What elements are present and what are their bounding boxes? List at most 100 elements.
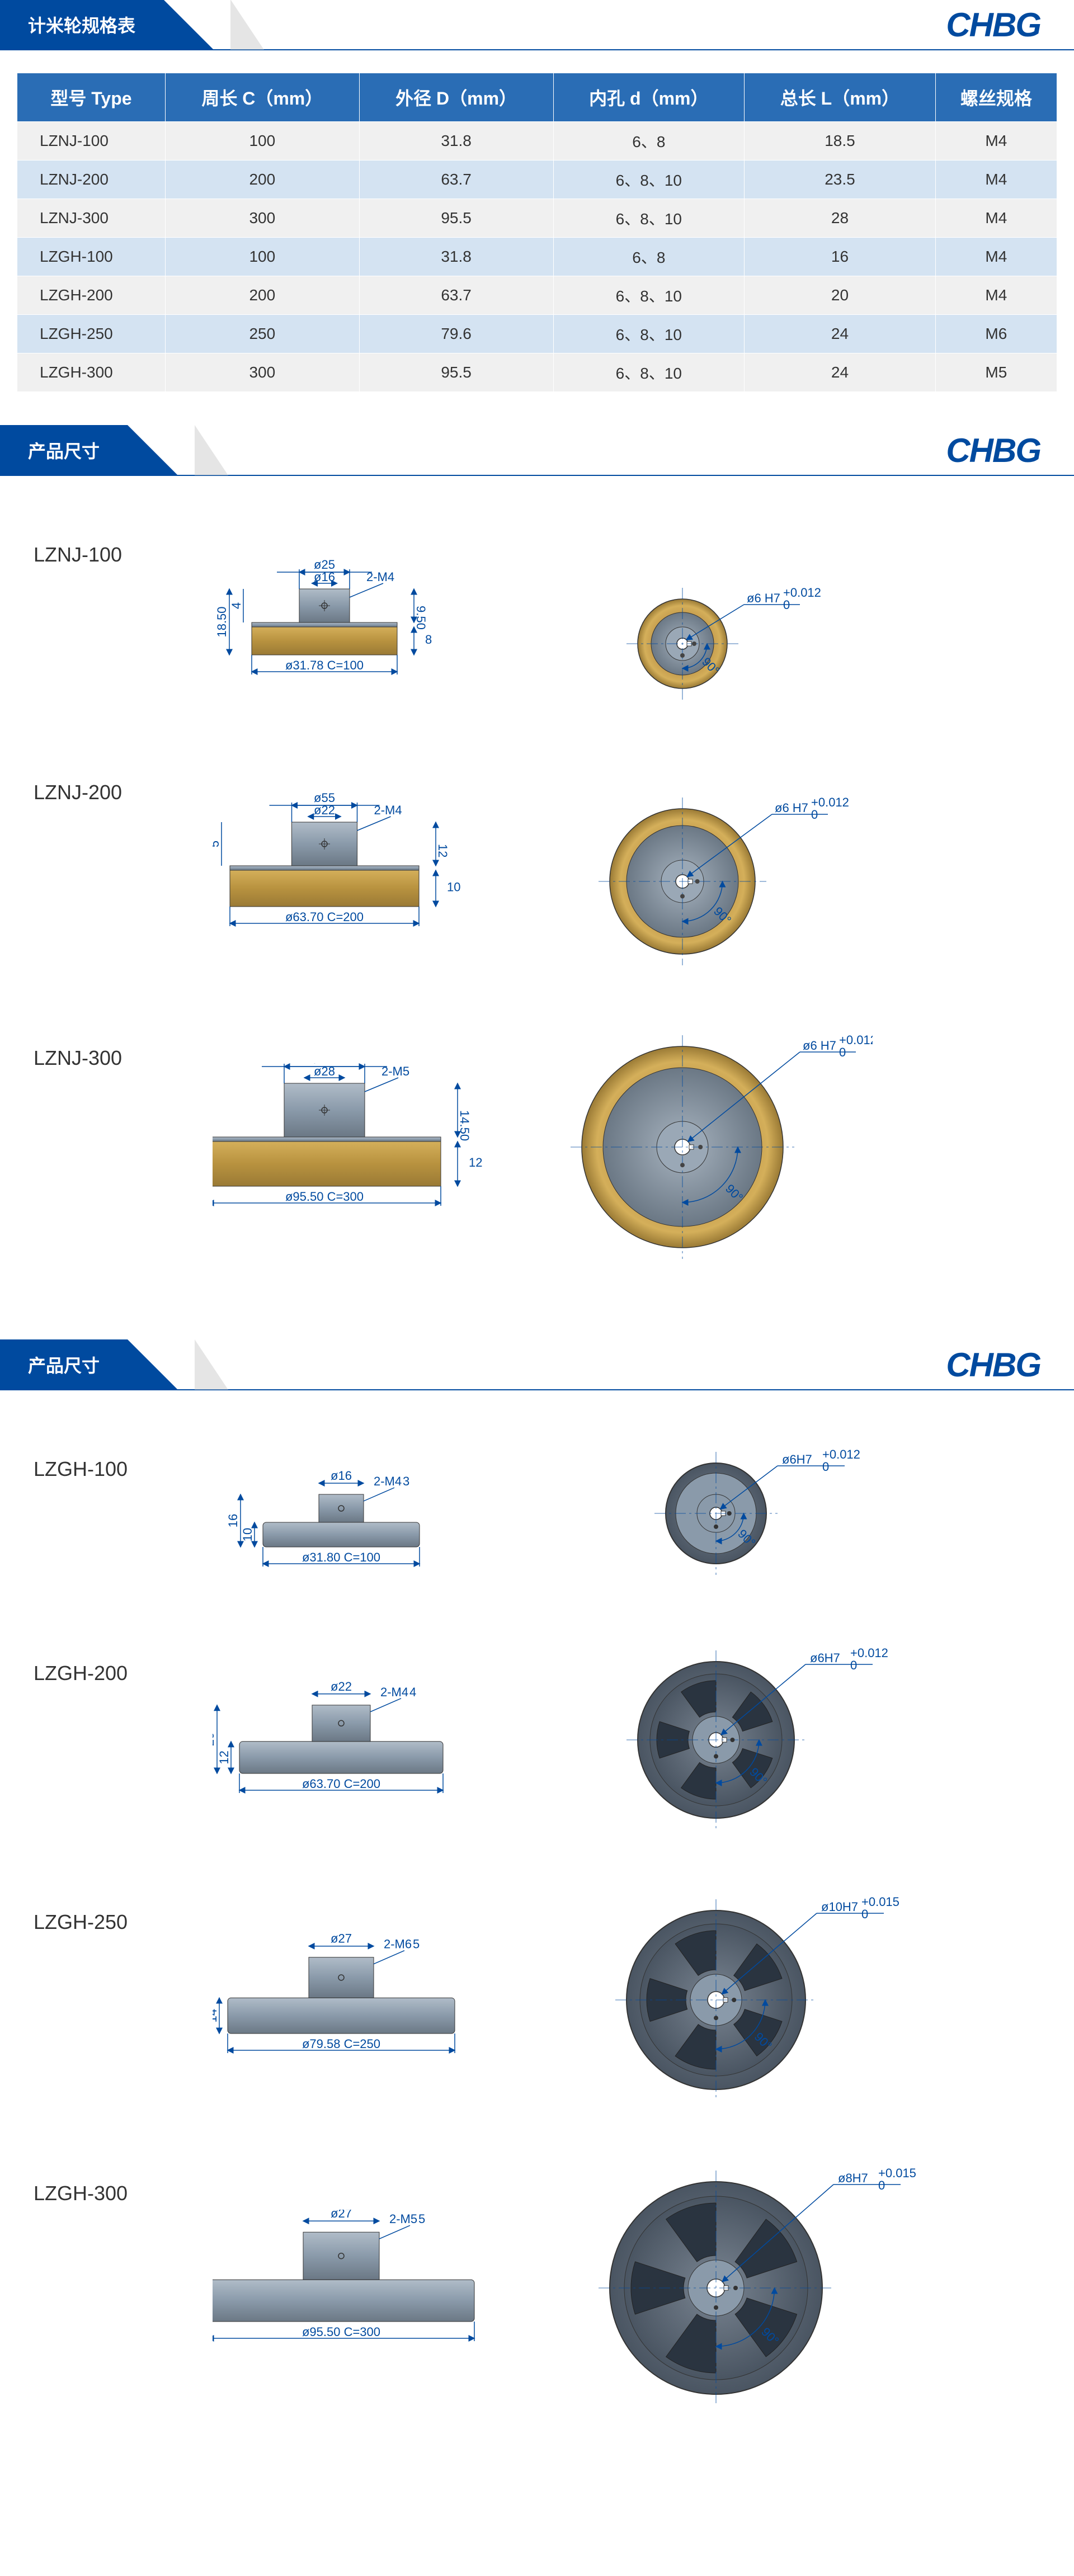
svg-text:10: 10: [241, 1528, 255, 1541]
side-view-drawing: ø27 2-M6 5 24 14 ø79.58 C=250: [213, 1922, 515, 2089]
section-title: 计米轮规格表: [0, 0, 163, 50]
svg-text:0: 0: [878, 2178, 885, 2192]
svg-text:4: 4: [229, 602, 243, 609]
brand-logo: CHBG: [946, 1346, 1040, 1384]
drawing-row: LZGH-300 ø27 2-M5 5 24 14 ø95.50 C=300 ø…: [34, 2159, 1040, 2431]
spec-table-header: 计米轮规格表 CHBG: [0, 0, 1074, 50]
svg-text:ø8H7: ø8H7: [838, 2171, 868, 2185]
svg-text:5: 5: [418, 2212, 425, 2226]
svg-text:18.50: 18.50: [215, 606, 229, 637]
side-view-drawing: ø55 ø22 2-M4 12 10 23.50 5 ø63.70 C=200: [213, 784, 492, 963]
svg-text:ø6H7: ø6H7: [810, 1651, 840, 1665]
dimensions-header-1: 产品尺寸 CHBG: [0, 426, 1074, 476]
svg-text:ø31.80 C=100: ø31.80 C=100: [302, 1550, 380, 1564]
svg-text:ø63.70 C=200: ø63.70 C=200: [285, 910, 364, 924]
svg-text:2-M4: 2-M4: [374, 803, 402, 817]
svg-text:0: 0: [839, 1045, 846, 1059]
drawing-label: LZNJ-300: [34, 1046, 145, 1070]
svg-text:2-M6: 2-M6: [384, 1937, 412, 1951]
front-view-drawing: ø6 H7 +0.012 0 90°: [559, 521, 873, 722]
drawing-label: LZGH-100: [34, 1457, 145, 1481]
svg-text:0: 0: [822, 1460, 829, 1474]
svg-text:12: 12: [217, 1751, 231, 1764]
svg-text:ø6 H7: ø6 H7: [747, 591, 780, 605]
side-view-drawing: ø25 ø16 2-M4 9.50 8 18.50 4 ø31.78 C=100: [213, 532, 492, 711]
svg-text:ø28: ø28: [314, 1064, 335, 1078]
svg-text:5: 5: [413, 1937, 420, 1951]
table-header: 内孔 d（mm）: [553, 73, 745, 122]
svg-text:ø31.78 C=100: ø31.78 C=100: [285, 658, 364, 672]
svg-text:2-M5: 2-M5: [389, 2212, 417, 2226]
svg-text:10: 10: [447, 880, 460, 894]
side-view-drawing: ø16 2-M4 3 16 10 ø31.80 C=100: [213, 1435, 515, 1603]
brand-logo: CHBG: [946, 431, 1040, 470]
front-view-drawing: ø6 H7 +0.012 0 90°: [559, 1024, 873, 1281]
table-header: 型号 Type: [17, 73, 166, 122]
svg-text:2-M4: 2-M4: [366, 570, 394, 584]
brand-logo: CHBG: [946, 6, 1040, 44]
front-view-drawing: ø6H7 +0.012 0 90°: [582, 1441, 917, 1597]
svg-text:0: 0: [850, 1658, 857, 1672]
svg-text:ø22: ø22: [314, 803, 335, 817]
svg-text:0: 0: [861, 1907, 868, 1921]
svg-text:3: 3: [403, 1474, 409, 1488]
svg-text:2-M5: 2-M5: [381, 1064, 409, 1078]
svg-text:ø27: ø27: [331, 1932, 352, 1946]
table-header: 螺丝规格: [935, 73, 1057, 122]
table-header: 周长 C（mm）: [165, 73, 359, 122]
drawing-label: LZGH-300: [34, 2182, 145, 2205]
svg-text:14: 14: [213, 2009, 219, 2022]
svg-text:ø22: ø22: [331, 1679, 352, 1693]
drawing-row: LZGH-250 ø27 2-M6 5 24 14 ø79.58 C=250 ø…: [34, 1888, 1040, 2126]
svg-text:ø16: ø16: [331, 1469, 352, 1483]
svg-text:12: 12: [469, 1155, 482, 1169]
svg-text:2-M4: 2-M4: [380, 1685, 408, 1699]
front-view-drawing: ø10H7 +0.015 0 90°: [582, 1888, 917, 2123]
drawing-label: LZGH-200: [34, 1662, 145, 1685]
drawing-row: LZGH-100 ø16 2-M4 3 16 10 ø31.80 C=100 ø…: [34, 1435, 1040, 1606]
front-view-drawing: ø6 H7 +0.012 0 90°: [559, 758, 873, 988]
svg-text:9.50: 9.50: [414, 606, 428, 630]
front-view-drawing: ø6H7 +0.012 0 90°: [582, 1639, 917, 1852]
svg-text:20: 20: [213, 1733, 216, 1746]
svg-text:12: 12: [436, 844, 450, 857]
svg-text:ø10H7: ø10H7: [821, 1900, 858, 1914]
svg-text:4: 4: [409, 1685, 416, 1699]
dimensions-header-2: 产品尺寸 CHBG: [0, 1340, 1074, 1390]
svg-text:14.50: 14.50: [458, 1110, 472, 1141]
svg-text:5: 5: [213, 841, 222, 847]
table-row: LZNJ-10010031.86、818.5M4: [17, 122, 1057, 161]
svg-text:0: 0: [811, 808, 818, 822]
spec-table: 型号 Type周长 C（mm）外径 D（mm）内孔 d（mm）总长 L（mm）螺…: [17, 73, 1057, 392]
drawing-row: LZNJ-300 ø80 ø28 2-M5 14.50 12 28 6.50 ø…: [34, 1024, 1040, 1284]
svg-text:ø6H7: ø6H7: [782, 1452, 812, 1466]
svg-text:ø63.70 C=200: ø63.70 C=200: [302, 1777, 380, 1791]
svg-text:ø79.58 C=250: ø79.58 C=250: [302, 2037, 380, 2051]
table-row: LZGH-10010031.86、816M4: [17, 238, 1057, 276]
table-header: 总长 L（mm）: [745, 73, 936, 122]
svg-text:ø95.50 C=300: ø95.50 C=300: [302, 2325, 380, 2339]
svg-text:2-M4: 2-M4: [374, 1474, 402, 1488]
side-view-drawing: ø27 2-M5 5 24 14 ø95.50 C=300: [213, 2210, 515, 2377]
table-header: 外径 D（mm）: [359, 73, 553, 122]
svg-text:16: 16: [226, 1514, 240, 1527]
section-title: 产品尺寸: [0, 1339, 128, 1390]
table-row: LZNJ-30030095.56、8、1028M4: [17, 199, 1057, 238]
side-view-drawing: ø22 2-M4 4 20 12 ø63.70 C=200: [213, 1662, 515, 1829]
svg-text:ø6 H7: ø6 H7: [803, 1039, 836, 1053]
svg-text:8: 8: [425, 633, 432, 647]
drawing-label: LZGH-250: [34, 1910, 145, 1934]
drawing-label: LZNJ-200: [34, 781, 145, 804]
table-row: LZGH-20020063.76、8、1020M4: [17, 276, 1057, 315]
drawing-row: LZGH-200 ø22 2-M4 4 20 12 ø63.70 C=200 ø…: [34, 1639, 1040, 1855]
svg-text:ø16: ø16: [314, 570, 335, 584]
svg-text:0: 0: [783, 598, 790, 612]
svg-text:ø27: ø27: [331, 2210, 352, 2220]
drawing-row: LZNJ-100 ø25 ø16 2-M4 9.50 8 18.50 4 ø31…: [34, 521, 1040, 725]
drawing-row: LZNJ-200 ø55 ø22 2-M4 12 10 23.50 5 ø63.…: [34, 758, 1040, 990]
table-row: LZGH-30030095.56、8、1024M5: [17, 353, 1057, 392]
table-row: LZGH-25025079.66、8、1024M6: [17, 315, 1057, 353]
section-title: 产品尺寸: [0, 425, 128, 475]
drawing-label: LZNJ-100: [34, 543, 145, 567]
svg-text:ø95.50 C=300: ø95.50 C=300: [285, 1190, 364, 1204]
